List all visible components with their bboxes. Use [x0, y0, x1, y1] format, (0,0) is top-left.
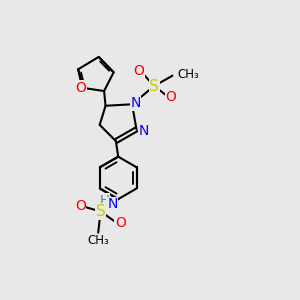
Text: N: N: [130, 96, 141, 110]
Text: O: O: [133, 64, 144, 78]
Text: O: O: [75, 199, 86, 213]
Text: H: H: [100, 194, 109, 207]
Text: S: S: [149, 79, 159, 94]
Text: S: S: [96, 204, 105, 219]
Text: N: N: [139, 124, 149, 138]
Text: O: O: [76, 81, 87, 95]
Text: CH₃: CH₃: [178, 68, 200, 81]
Text: O: O: [115, 216, 126, 230]
Text: CH₃: CH₃: [87, 234, 109, 248]
Text: O: O: [166, 90, 176, 104]
Text: N: N: [107, 197, 118, 212]
